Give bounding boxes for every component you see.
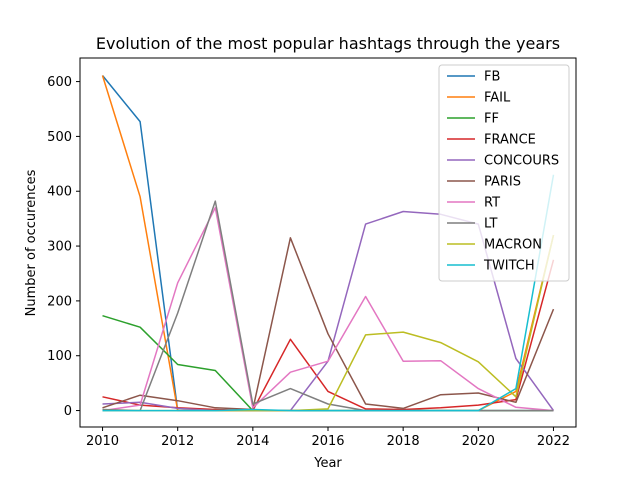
legend-label: FAIL: [484, 91, 511, 106]
series-layer: [101, 75, 555, 412]
series-line-rt: [102, 206, 554, 412]
y-tick-label: 400: [47, 185, 72, 200]
legend: FB FAIL FF FRANCE CONCOURS PARIS RT LT MACRON TWI…: [438, 64, 570, 282]
legend-label: RT: [484, 196, 500, 211]
x-tick-label: 2016: [311, 434, 344, 449]
y-axis-label: Number of occurences: [24, 169, 39, 316]
legend-label: LT: [484, 217, 497, 232]
y-axis-ticks: 0 100 200 300 400 500 600: [47, 75, 80, 419]
y-tick-label: 500: [47, 130, 72, 145]
y-tick-label: 200: [47, 294, 72, 309]
legend-box: [438, 64, 570, 282]
x-tick-label: 2018: [387, 434, 420, 449]
x-axis-label: Year: [313, 456, 342, 471]
legend-label: MACRON: [484, 238, 542, 253]
series-line-twitch: [102, 174, 555, 412]
x-tick-label: 2014: [236, 434, 269, 449]
x-tick-label: 2020: [462, 434, 495, 449]
chart-title: Evolution of the most popular hashtags t…: [96, 34, 560, 53]
legend-label: PARIS: [484, 175, 521, 190]
legend-label: CONCOURS: [484, 154, 559, 169]
series-line-paris: [102, 237, 555, 411]
legend-label: FF: [484, 112, 499, 127]
x-axis-ticks: 2010 2012 2014 2016 2018 2020 2022: [86, 427, 570, 449]
x-tick-label: 2012: [161, 434, 194, 449]
x-tick-label: 2022: [537, 434, 570, 449]
y-tick-label: 300: [47, 240, 72, 255]
legend-label: FRANCE: [484, 133, 536, 148]
y-tick-label: 600: [47, 75, 72, 90]
x-tick-label: 2010: [86, 434, 119, 449]
y-tick-label: 100: [47, 349, 72, 364]
legend-label: TWITCH: [483, 259, 535, 274]
y-tick-label: 0: [64, 404, 72, 419]
legend-label: FB: [484, 70, 500, 85]
